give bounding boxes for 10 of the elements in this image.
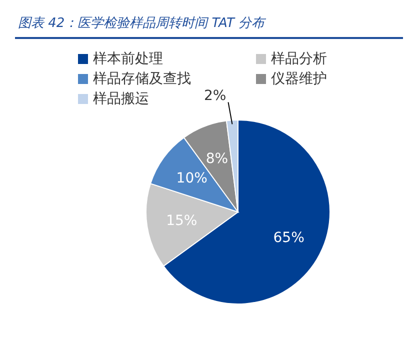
data-label: 10% — [176, 170, 208, 186]
legend-label: 样品存储及查找 — [93, 70, 191, 88]
data-label: 2% — [204, 88, 226, 104]
legend-label: 样品搬运 — [93, 90, 149, 108]
chart-title: 图表 42：医学检验样品周转时间 TAT 分布 — [18, 15, 265, 32]
legend-label: 样本前处理 — [93, 50, 163, 68]
data-label: 8% — [206, 150, 228, 167]
data-label: 65% — [273, 230, 304, 246]
legend-label: 仪器维护 — [271, 70, 327, 88]
legend-label: 样品分析 — [271, 50, 327, 68]
